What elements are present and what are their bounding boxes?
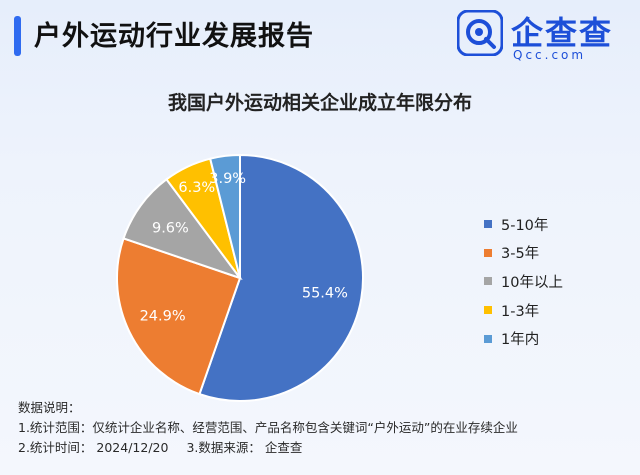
slice-data-label: 6.3% [178,180,215,196]
legend-label: 1-3年 [501,303,540,320]
pie-slice [122,177,243,280]
legend-swatch [484,306,492,315]
slice-data-label: 55.4% [302,285,348,301]
legend-label: 5-10年 [501,217,549,234]
legend-swatch [484,248,492,257]
legend-label: 1年内 [501,332,540,349]
legend-swatch [484,277,492,286]
qcc-logo-icon [457,10,503,56]
legend-swatch [484,220,492,229]
slice-data-label: 9.6% [152,220,189,236]
legend-item: 5-10年 [484,210,563,239]
legend-item: 1年内 [484,324,563,353]
logo-name: 企查查 [511,14,614,52]
slice-data-label: 24.9% [140,309,186,325]
header-accent-bar [14,16,21,56]
notes-time-source: 2.统计时间： 2024/12/20 3.数据来源： 企查查 [18,438,518,458]
notes-source: 3.数据来源： 企查查 [186,440,303,455]
pie-slice [116,237,242,396]
data-notes: 数据说明： 1.统计范围：仅统计企业名称、经营范围、产品名称包含关键词“户外运动… [18,398,518,458]
notes-time: 2.统计时间： 2024/12/20 [18,440,169,455]
legend-item: 1-3年 [484,296,563,325]
legend-item: 10年以上 [484,267,563,296]
legend-swatch [484,334,492,343]
chart-legend: 5-10年 3-5年 10年以上 1-3年 1年内 [484,210,563,353]
notes-scope: 1.统计范围：仅统计企业名称、经营范围、产品名称包含关键词“户外运动”的在业存续… [18,420,518,435]
slice-data-label: 3.9% [209,171,246,187]
chart-title: 我国户外运动相关企业成立年限分布 [167,92,472,114]
legend-label: 10年以上 [501,274,563,291]
pie-slice [208,153,241,279]
logo-url: Qcc.com [513,48,587,62]
qcc-logo: 企查查 Qcc.com [457,6,632,66]
legend-item: 3-5年 [484,239,563,268]
report-title: 户外运动行业发展报告 [34,21,314,52]
legend-label: 3-5年 [501,246,540,263]
notes-heading: 数据说明： [18,400,81,415]
